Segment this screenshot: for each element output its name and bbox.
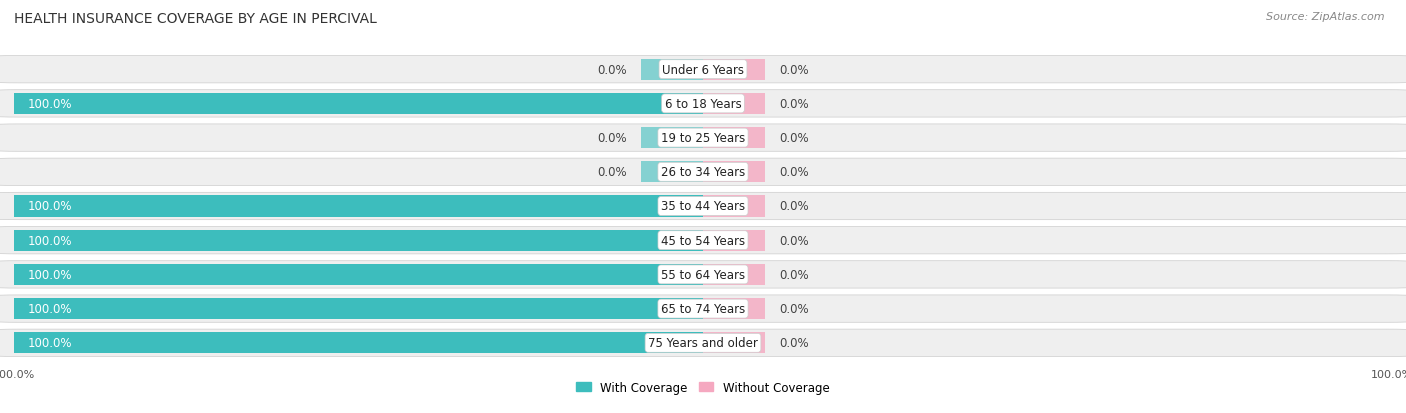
Text: 100.0%: 100.0% (28, 268, 72, 281)
Text: 0.0%: 0.0% (598, 64, 627, 76)
FancyBboxPatch shape (0, 193, 1406, 220)
Bar (703, 59, 765, 81)
Bar (14, 298, 703, 319)
Text: 0.0%: 0.0% (779, 234, 808, 247)
Text: Source: ZipAtlas.com: Source: ZipAtlas.com (1267, 12, 1385, 22)
Text: 0.0%: 0.0% (779, 302, 808, 316)
Text: 100.0%: 100.0% (28, 200, 72, 213)
FancyBboxPatch shape (0, 227, 1406, 254)
Text: 45 to 54 Years: 45 to 54 Years (661, 234, 745, 247)
Bar (703, 332, 765, 354)
Text: 55 to 64 Years: 55 to 64 Years (661, 268, 745, 281)
Text: 19 to 25 Years: 19 to 25 Years (661, 132, 745, 145)
Text: 35 to 44 Years: 35 to 44 Years (661, 200, 745, 213)
Bar (14, 230, 703, 251)
Text: 100.0%: 100.0% (28, 234, 72, 247)
Text: 0.0%: 0.0% (598, 166, 627, 179)
Bar (14, 264, 703, 285)
Bar (703, 298, 765, 319)
Text: 0.0%: 0.0% (779, 200, 808, 213)
Bar (14, 196, 703, 217)
Bar (14, 94, 703, 115)
Bar (703, 128, 765, 149)
FancyBboxPatch shape (0, 57, 1406, 84)
Bar (703, 94, 765, 115)
Text: 100.0%: 100.0% (28, 337, 72, 349)
Text: 65 to 74 Years: 65 to 74 Years (661, 302, 745, 316)
Legend: With Coverage, Without Coverage: With Coverage, Without Coverage (572, 376, 834, 399)
FancyBboxPatch shape (0, 261, 1406, 288)
Bar (703, 196, 765, 217)
Text: 0.0%: 0.0% (779, 268, 808, 281)
Bar (14, 332, 703, 354)
Bar (641, 59, 703, 81)
FancyBboxPatch shape (0, 159, 1406, 186)
Text: 0.0%: 0.0% (779, 166, 808, 179)
Text: 75 Years and older: 75 Years and older (648, 337, 758, 349)
Text: 0.0%: 0.0% (779, 132, 808, 145)
Text: 6 to 18 Years: 6 to 18 Years (665, 97, 741, 111)
Text: HEALTH INSURANCE COVERAGE BY AGE IN PERCIVAL: HEALTH INSURANCE COVERAGE BY AGE IN PERC… (14, 12, 377, 26)
Text: 0.0%: 0.0% (779, 337, 808, 349)
Text: 100.0%: 100.0% (28, 97, 72, 111)
Text: 0.0%: 0.0% (779, 64, 808, 76)
FancyBboxPatch shape (0, 329, 1406, 356)
Text: 0.0%: 0.0% (779, 97, 808, 111)
Text: 100.0%: 100.0% (28, 302, 72, 316)
Text: 0.0%: 0.0% (598, 132, 627, 145)
Text: 26 to 34 Years: 26 to 34 Years (661, 166, 745, 179)
Text: Under 6 Years: Under 6 Years (662, 64, 744, 76)
Bar (703, 230, 765, 251)
FancyBboxPatch shape (0, 90, 1406, 118)
Bar (703, 264, 765, 285)
Bar (641, 162, 703, 183)
FancyBboxPatch shape (0, 125, 1406, 152)
Bar (641, 128, 703, 149)
FancyBboxPatch shape (0, 295, 1406, 323)
Bar (703, 162, 765, 183)
